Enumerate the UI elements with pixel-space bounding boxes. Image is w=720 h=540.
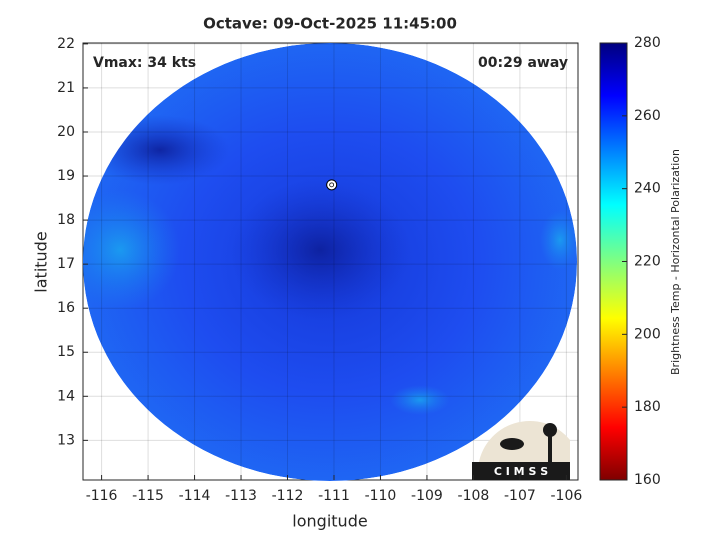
- colorbar-tick-label: 180: [634, 399, 661, 415]
- colorbar-tick-label: 200: [634, 326, 661, 342]
- colorbar-label: Brightness Temp - Horizontal Polarizatio…: [669, 149, 682, 375]
- x-tick-label: -113: [225, 488, 257, 504]
- x-tick-label: -109: [411, 488, 443, 504]
- y-tick-label: 16: [57, 300, 75, 316]
- colorbar-tick-label: 240: [634, 181, 661, 197]
- x-tick-label: -116: [86, 488, 118, 504]
- colorbar-tick-label: 280: [634, 35, 661, 51]
- y-tick-label: 20: [57, 124, 75, 140]
- y-tick-label: 18: [57, 212, 75, 228]
- colorbar-tick-label: 160: [634, 472, 661, 488]
- x-tick-label: -110: [365, 488, 397, 504]
- y-tick-label: 19: [57, 168, 75, 184]
- annotation: Vmax: 34 kts: [93, 55, 196, 71]
- satellite-image: [83, 43, 577, 481]
- x-tick-label: -107: [504, 488, 536, 504]
- y-tick-label: 14: [57, 388, 75, 404]
- x-axis-label: longitude: [292, 512, 367, 531]
- y-axis-label: latitude: [32, 231, 51, 292]
- storm-center: [326, 179, 338, 191]
- x-tick-label: -111: [318, 488, 350, 504]
- annotation: 00:29 away: [478, 55, 568, 71]
- y-tick-label: 22: [57, 36, 75, 52]
- chart-title: Octave: 09-Oct-2025 11:45:00: [203, 15, 457, 33]
- x-tick-label: -115: [132, 488, 164, 504]
- y-tick-label: 17: [57, 256, 75, 272]
- logo-text: C I M S S: [494, 465, 548, 478]
- storm-center-eye: [329, 182, 335, 188]
- x-tick-label: -112: [272, 488, 304, 504]
- y-tick-label: 15: [57, 344, 75, 360]
- x-tick-label: -108: [458, 488, 490, 504]
- colorbar-tick-label: 260: [634, 108, 661, 124]
- y-tick-label: 13: [57, 432, 75, 448]
- y-tick-label: 21: [57, 80, 75, 96]
- colorbar-tick-label: 220: [634, 254, 661, 270]
- x-tick-label: -114: [179, 488, 211, 504]
- logo: C I M S S: [472, 420, 570, 480]
- x-tick-label: -106: [550, 488, 582, 504]
